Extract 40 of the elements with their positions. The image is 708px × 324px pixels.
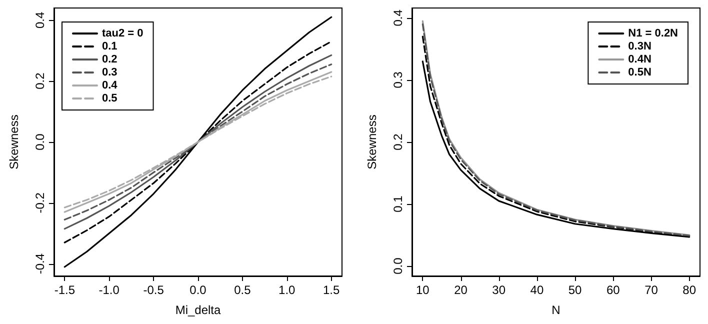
y-tick-label: 0.3 [391, 71, 405, 88]
legend-label: 0.4N [628, 54, 652, 66]
x-tick-label: 1.0 [278, 283, 296, 297]
legend-label: 0.1 [102, 40, 118, 52]
x-tick-label: -0.5 [143, 283, 164, 297]
y-axis-title: Skewness [7, 114, 21, 170]
x-tick-label: 1.5 [322, 283, 340, 297]
y-tick-label: 0.4 [33, 12, 47, 29]
x-tick-label: 50 [568, 283, 582, 297]
y-tick-label: 0.0 [391, 257, 405, 274]
legend-label: 0.3 [102, 66, 118, 78]
line-series [64, 16, 332, 268]
y-tick-label: -0.4 [33, 253, 47, 274]
y-tick-label: 0.2 [391, 133, 405, 150]
x-tick-label: 70 [644, 283, 658, 297]
x-tick-label: 20 [454, 283, 468, 297]
x-tick-label: -1.0 [98, 283, 120, 297]
y-tick-label: 0.0 [33, 133, 47, 150]
x-tick-label: 0.0 [190, 283, 207, 297]
y-tick-label: 0.2 [33, 72, 47, 90]
y-tick-label: -0.2 [33, 192, 47, 214]
legend-label: 0.3N [628, 40, 652, 52]
legend-label: 0.2 [102, 54, 118, 66]
x-tick-label: 80 [682, 283, 696, 297]
x-axis-title: Mi_delta [175, 303, 222, 317]
legend-label: 0.5 [102, 92, 118, 104]
x-axis-title: N [552, 303, 560, 317]
y-tick-label: 0.1 [391, 195, 405, 212]
legend-label: 0.5N [628, 66, 652, 78]
x-tick-label: 0.5 [234, 283, 252, 297]
x-tick-label: -1.5 [54, 283, 76, 297]
legend-label: N1 = 0.2N [628, 28, 678, 40]
legend-label: tau2 = 0 [102, 28, 144, 40]
x-tick-label: 60 [606, 283, 620, 297]
legend-label: 0.4 [102, 80, 118, 92]
y-tick-label: 0.4 [391, 9, 405, 26]
x-tick-label: 10 [416, 283, 430, 297]
x-tick-label: 30 [492, 283, 506, 297]
x-tick-label: 40 [530, 283, 544, 297]
y-axis-title: Skewness [365, 114, 379, 170]
